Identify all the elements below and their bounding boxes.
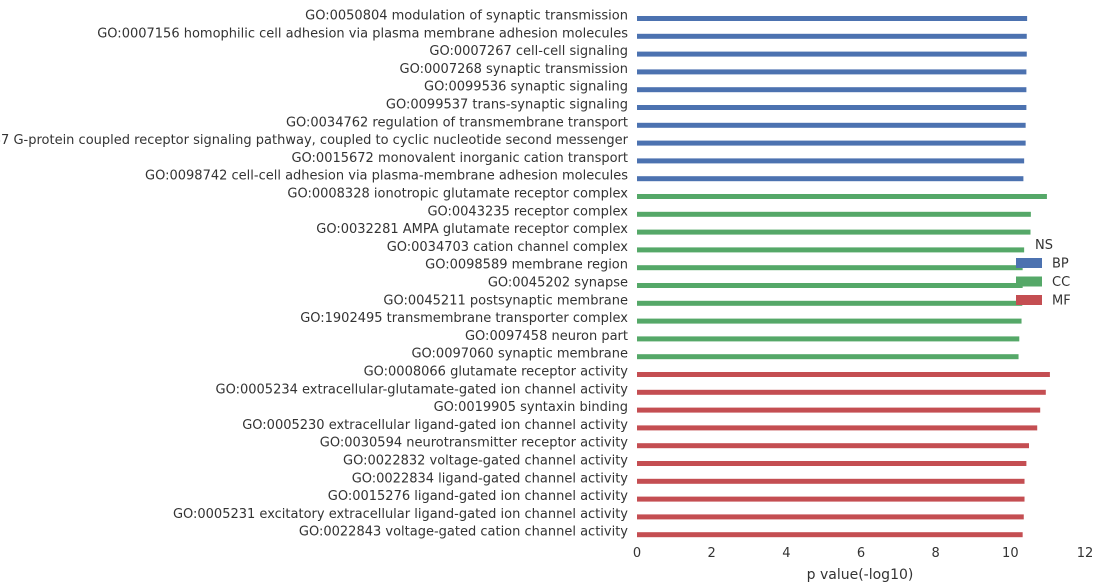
category-label: GO:0007268 synaptic transmission (400, 62, 628, 77)
bar-bp (637, 87, 1027, 93)
x-tick-label: 6 (857, 546, 865, 561)
bar-bp (637, 33, 1027, 39)
legend-swatch-bp (1016, 258, 1042, 268)
bar-bp (637, 176, 1024, 182)
category-label: GO:0008328 ionotropic glutamate receptor… (287, 187, 628, 202)
bar-mf (637, 443, 1029, 449)
bar-cc (637, 336, 1020, 342)
category-label: GO:0098742 cell-cell adhesion via plasma… (145, 169, 628, 184)
legend-label-mf: MF (1052, 294, 1071, 309)
category-label: GO:0015672 monovalent inorganic cation t… (291, 151, 628, 166)
category-label: GO:0050804 modulation of synaptic transm… (305, 9, 628, 24)
category-label: GO:0022832 voltage-gated channel activit… (343, 454, 628, 469)
category-label: GO:0099537 trans-synaptic signaling (386, 98, 628, 113)
category-label: GO:0008066 glutamate receptor activity (364, 365, 629, 380)
bar-cc (637, 354, 1019, 360)
category-label: GO:0034762 regulation of transmembrane t… (286, 115, 628, 130)
bar-bp (637, 69, 1027, 75)
bar-mf (637, 372, 1050, 377)
legend-title: NS (1035, 238, 1053, 253)
legend-label-bp: BP (1052, 257, 1069, 272)
x-tick-label: 10 (1002, 546, 1019, 561)
bar-bp (637, 140, 1026, 146)
category-label: GO:0007156 homophilic cell adhesion via … (97, 26, 628, 41)
bar-mf (637, 461, 1027, 466)
bar-cc (637, 283, 1023, 288)
category-label: GO:0098589 membrane region (425, 258, 628, 273)
bar-cc (637, 211, 1031, 217)
legend-label-cc: CC (1052, 275, 1070, 290)
legend-swatch-mf (1016, 295, 1042, 305)
category-label: GO:0045211 postsynaptic membrane (383, 293, 628, 308)
bar-mf (637, 389, 1046, 395)
bar-mf (637, 425, 1038, 431)
category-label: GO:0007267 cell-cell signaling (429, 44, 628, 59)
bar-mf (637, 478, 1025, 484)
category-label: GO:0043235 receptor complex (427, 204, 628, 219)
x-axis: 0 2 4 6 8 10 12 (633, 546, 1093, 561)
category-label: GO:0019905 syntaxin binding (434, 400, 628, 415)
bar-mf (637, 407, 1041, 413)
x-axis-title: p value(-log10) (807, 567, 914, 583)
x-tick-label: 8 (932, 546, 940, 561)
category-label: GO:0034703 cation channel complex (387, 240, 629, 255)
category-label: GO:0005231 excitatory extracellular liga… (173, 507, 628, 522)
category-label: GO:0030594 neurotransmitter receptor act… (320, 436, 629, 451)
category-label: GO:0045202 synapse (488, 276, 628, 291)
category-labels: GO:0050804 modulation of synaptic transm… (0, 9, 629, 540)
bar-bp (637, 16, 1028, 21)
bar-cc (637, 194, 1047, 199)
category-label: GO:0032281 AMPA glutamate receptor compl… (316, 222, 628, 237)
bar-cc (637, 318, 1022, 324)
x-tick-label: 0 (633, 546, 641, 561)
legend: NS BP CC MF (1016, 238, 1071, 309)
bar-mf (637, 514, 1024, 520)
category-label: GO:1902495 transmembrane transporter com… (300, 311, 628, 326)
bar-bp (637, 105, 1027, 110)
bar-cc (637, 247, 1025, 253)
category-label: GO:0015276 ligand-gated ion channel acti… (328, 489, 629, 504)
x-tick-label: 4 (782, 546, 790, 561)
bar-mf (637, 532, 1023, 538)
x-tick-label: 12 (1077, 546, 1094, 561)
legend-swatch-cc (1016, 276, 1042, 287)
category-label: GO:0097060 synaptic membrane (411, 347, 628, 362)
bars-layer (637, 16, 1050, 538)
bar-cc (637, 300, 1023, 306)
bar-bp (637, 158, 1025, 164)
category-label: GO:0007187 G-protein coupled receptor si… (0, 133, 629, 148)
bar-bp (637, 122, 1026, 128)
bar-mf (637, 496, 1025, 502)
category-label: GO:0099536 synaptic signaling (424, 80, 628, 95)
bar-bp (637, 51, 1027, 57)
bar-cc (637, 265, 1023, 271)
bar-cc (637, 229, 1031, 235)
category-label: GO:0005234 extracellular-glutamate-gated… (216, 382, 629, 397)
category-label: GO:0097458 neuron part (465, 329, 628, 344)
category-label: GO:0005230 extracellular ligand-gated io… (242, 418, 628, 433)
category-label: GO:0022843 voltage-gated cation channel … (299, 525, 628, 540)
category-label: GO:0022834 ligand-gated channel activity (352, 471, 629, 486)
x-tick-label: 2 (708, 546, 716, 561)
